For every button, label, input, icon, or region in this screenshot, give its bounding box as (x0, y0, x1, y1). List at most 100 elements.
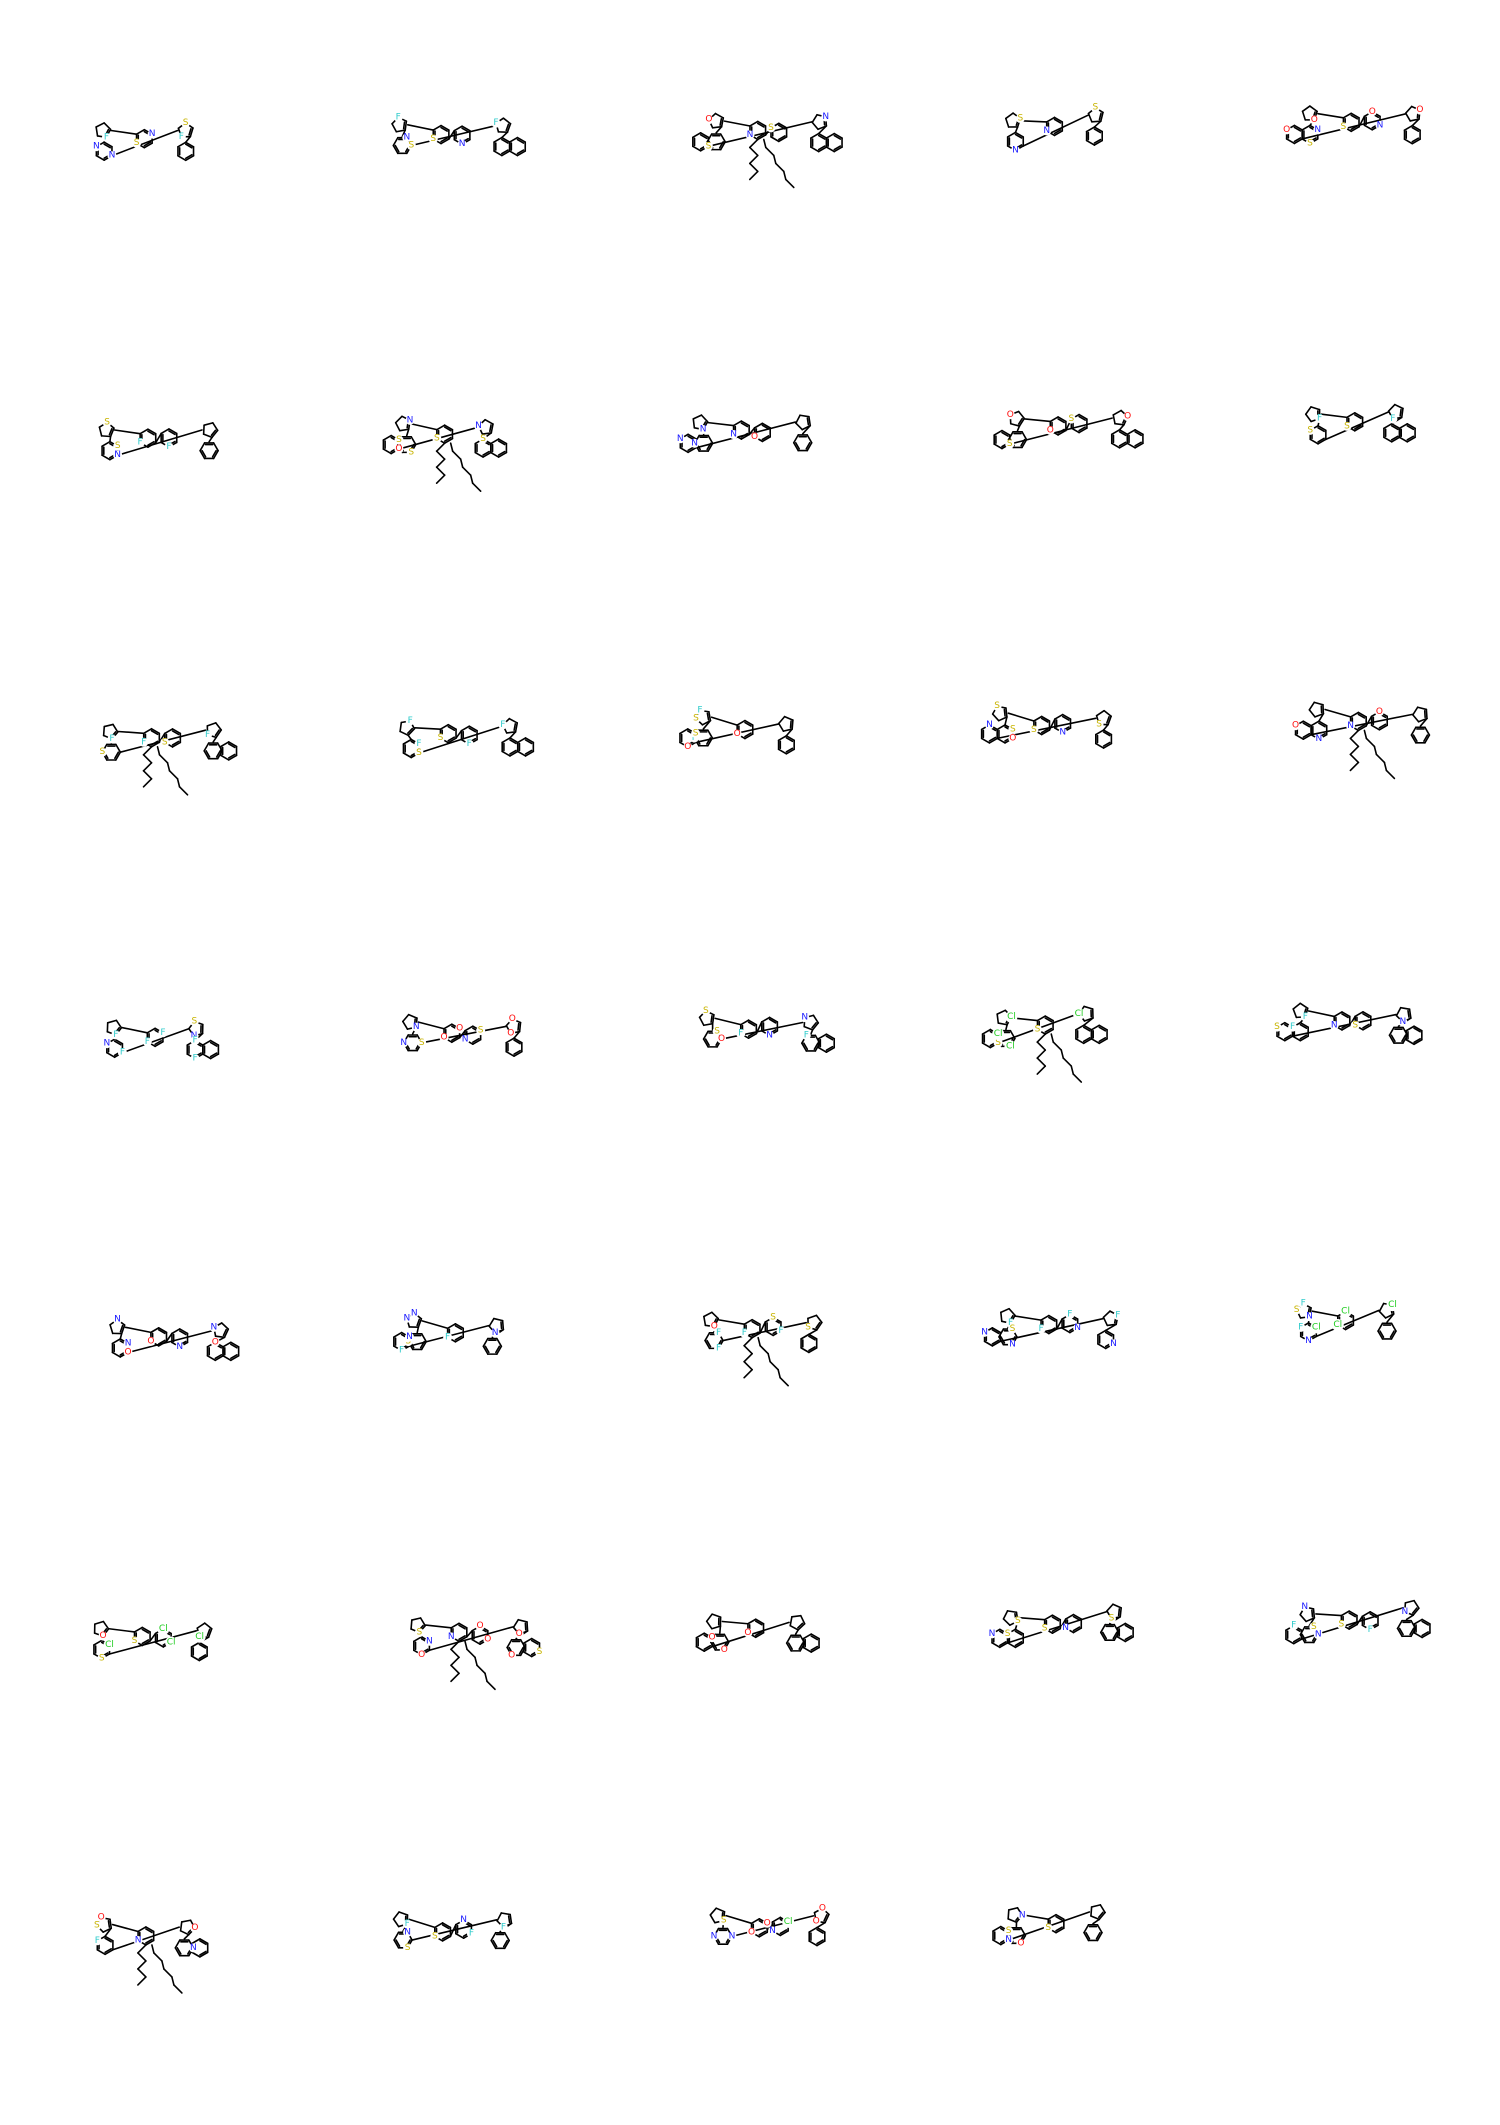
atom-label-f: F (716, 1343, 721, 1353)
bond (758, 1338, 760, 1346)
atom-label-s: S (480, 434, 486, 444)
bond (221, 755, 229, 760)
bond (412, 1618, 421, 1620)
bond (502, 751, 510, 756)
bond (1037, 1050, 1045, 1058)
bond (137, 130, 145, 135)
bond (1343, 113, 1351, 118)
atom-label-o: O (191, 1923, 198, 1933)
bond (144, 771, 152, 779)
atom-label-f: F (778, 1326, 783, 1336)
bond (95, 1622, 104, 1625)
atom-label-o: O (509, 1014, 516, 1024)
bond (780, 1378, 788, 1386)
bond (1061, 1050, 1063, 1058)
bond (985, 1341, 993, 1346)
bond (1402, 408, 1403, 417)
bond (1376, 754, 1384, 762)
atom-label-s: S (714, 1026, 720, 1036)
atom-label-s: S (1096, 719, 1102, 729)
bond (506, 1038, 514, 1043)
bond (748, 1619, 756, 1624)
atom-label-n: N (700, 425, 707, 435)
bond (422, 1321, 448, 1328)
atom-label-n: N (1074, 1323, 1081, 1333)
atom-label-n: N (1062, 1623, 1069, 1633)
atom-label-n: N (403, 1313, 410, 1323)
bond (1097, 1925, 1102, 1933)
atom-label-n: N (135, 1935, 142, 1945)
bond (501, 1322, 502, 1328)
bond (1389, 1027, 1394, 1035)
bond (1400, 409, 1401, 415)
bond (1008, 132, 1016, 137)
bond (518, 738, 526, 743)
atom-label-s: S (1031, 725, 1037, 735)
atom-label-o: O (456, 1024, 463, 1034)
atom-label-f: F (141, 737, 146, 747)
bond (762, 1017, 770, 1022)
bond (214, 443, 219, 451)
bond (1306, 407, 1311, 414)
atom-label-n: N (475, 421, 482, 431)
bond (1425, 727, 1430, 735)
bond (152, 1945, 154, 1953)
bond (755, 423, 763, 428)
bond (680, 448, 688, 453)
atom-label-n: N (1005, 1935, 1012, 1945)
bond (696, 1633, 704, 1638)
atom-label-n: N (711, 1931, 718, 1941)
bond (120, 1334, 121, 1339)
bond (1318, 114, 1344, 118)
atom-label-cl: Cl (994, 1029, 1003, 1039)
bond (1411, 727, 1416, 735)
bond (779, 723, 784, 731)
bond (790, 1626, 798, 1630)
bond (1296, 735, 1304, 740)
bond (1395, 405, 1403, 409)
bond (477, 1665, 485, 1673)
atom-label-n: N (766, 1030, 773, 1040)
atom-label-s: S (1274, 1022, 1280, 1032)
bond (1293, 1009, 1296, 1017)
bond (417, 1327, 418, 1332)
bond (801, 1348, 809, 1353)
bond (716, 1908, 724, 1912)
bond (197, 1623, 204, 1628)
atom-label-s: S (416, 1628, 422, 1638)
atom-label-s: S (1015, 1616, 1021, 1626)
atom-label-n: N (460, 1915, 467, 1925)
bond (96, 123, 104, 127)
bond (737, 721, 745, 726)
bond (433, 126, 441, 131)
atom-label-s: S (1068, 414, 1074, 424)
atom-label-o: O (748, 1927, 755, 1937)
atom-label-f: F (399, 1346, 404, 1356)
bond (744, 1370, 752, 1378)
bond (1384, 424, 1392, 429)
bond (147, 1028, 155, 1033)
bond (1286, 1639, 1294, 1644)
bond (1037, 1016, 1045, 1021)
atom-label-n: N (1043, 126, 1050, 136)
atom-label-s: S (1045, 1923, 1051, 1933)
atom-label-n: N (448, 1632, 455, 1642)
bond (809, 1941, 817, 1946)
atom-label-n: N (1399, 1017, 1406, 1027)
bond (178, 156, 186, 161)
